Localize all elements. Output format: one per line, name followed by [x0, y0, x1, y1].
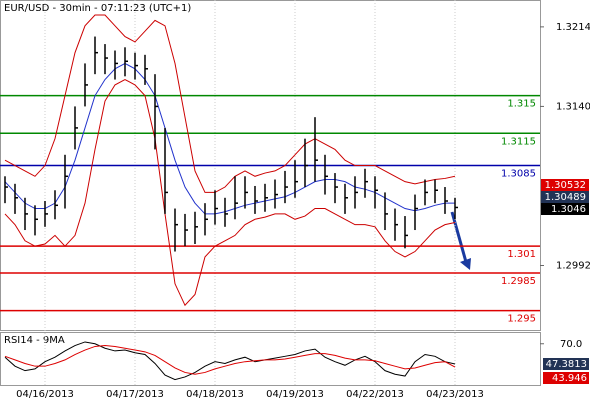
price-tag	[541, 203, 589, 215]
level-label: 1.3085	[501, 169, 536, 180]
rsi-tag-label: 47.3813	[546, 359, 587, 370]
arrow-head	[460, 258, 471, 270]
price-tag-label: 1.3046	[551, 204, 586, 215]
x-tick-label: 04/16/2013	[16, 389, 74, 400]
x-tick-label: 04/19/2013	[266, 389, 324, 400]
indicator-line	[4, 14, 456, 193]
price-tag-label: 1.30532	[545, 180, 586, 191]
rsi-tag-label: 43.946	[552, 373, 587, 384]
price-tag-label: 1.30489	[545, 192, 586, 203]
rsi-tag	[543, 358, 589, 370]
x-tick-label: 04/22/2013	[346, 389, 404, 400]
rsi-line	[4, 341, 456, 381]
rsi-tick-label: 70.0	[560, 339, 582, 350]
indicator-line	[4, 62, 455, 215]
level-label: 1.301	[507, 249, 536, 260]
indicator-line	[4, 78, 456, 307]
x-tick-label: 04/23/2013	[426, 389, 484, 400]
level-label: 1.2985	[501, 276, 536, 287]
rsi-line	[4, 345, 456, 375]
level-label: 1.295	[507, 314, 536, 325]
rsi-title: RSI14 - 9MA	[4, 335, 65, 346]
rsi-tag	[543, 372, 589, 384]
y-tick-label: 1.3140	[556, 101, 590, 112]
chart-title: EUR/USD - 30min - 07:11:23 (UTC+1)	[4, 3, 191, 14]
x-tick-label: 04/17/2013	[106, 389, 164, 400]
y-tick-label: 1.2992	[556, 261, 590, 272]
level-label: 1.315	[507, 99, 536, 110]
y-tick-label: 1.3214	[556, 22, 590, 33]
arrow	[450, 211, 468, 263]
x-tick-label: 04/18/2013	[186, 389, 244, 400]
level-label: 1.3115	[501, 136, 536, 147]
price-tag	[541, 179, 589, 191]
price-tag	[541, 191, 589, 203]
